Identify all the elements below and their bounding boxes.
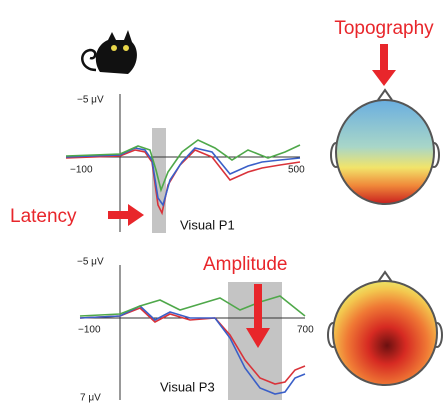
arrow bbox=[372, 44, 396, 86]
figure: Topography −5 μV −100 500 Visual P1 Late… bbox=[0, 0, 446, 407]
component-label: Visual P1 bbox=[180, 217, 235, 232]
cat-icon bbox=[82, 30, 137, 74]
annotation: Amplitude bbox=[203, 254, 288, 275]
y-tick-label: 7 μV bbox=[80, 393, 101, 404]
waveform bbox=[66, 140, 300, 190]
y-tick-label: −5 μV bbox=[77, 95, 104, 106]
x-tick-label: 700 bbox=[297, 325, 314, 336]
x-tick-label: −100 bbox=[70, 165, 93, 176]
annotation: Latency bbox=[10, 206, 77, 227]
arrow bbox=[108, 204, 144, 226]
topography-map bbox=[328, 272, 442, 385]
waveform bbox=[66, 150, 300, 213]
title: Topography bbox=[334, 18, 434, 39]
x-tick-label: 500 bbox=[288, 165, 305, 176]
x-tick-label: −100 bbox=[78, 325, 101, 336]
y-tick-label: −5 μV bbox=[77, 257, 104, 268]
topography-map bbox=[331, 90, 439, 204]
component-label: Visual P3 bbox=[160, 379, 215, 394]
